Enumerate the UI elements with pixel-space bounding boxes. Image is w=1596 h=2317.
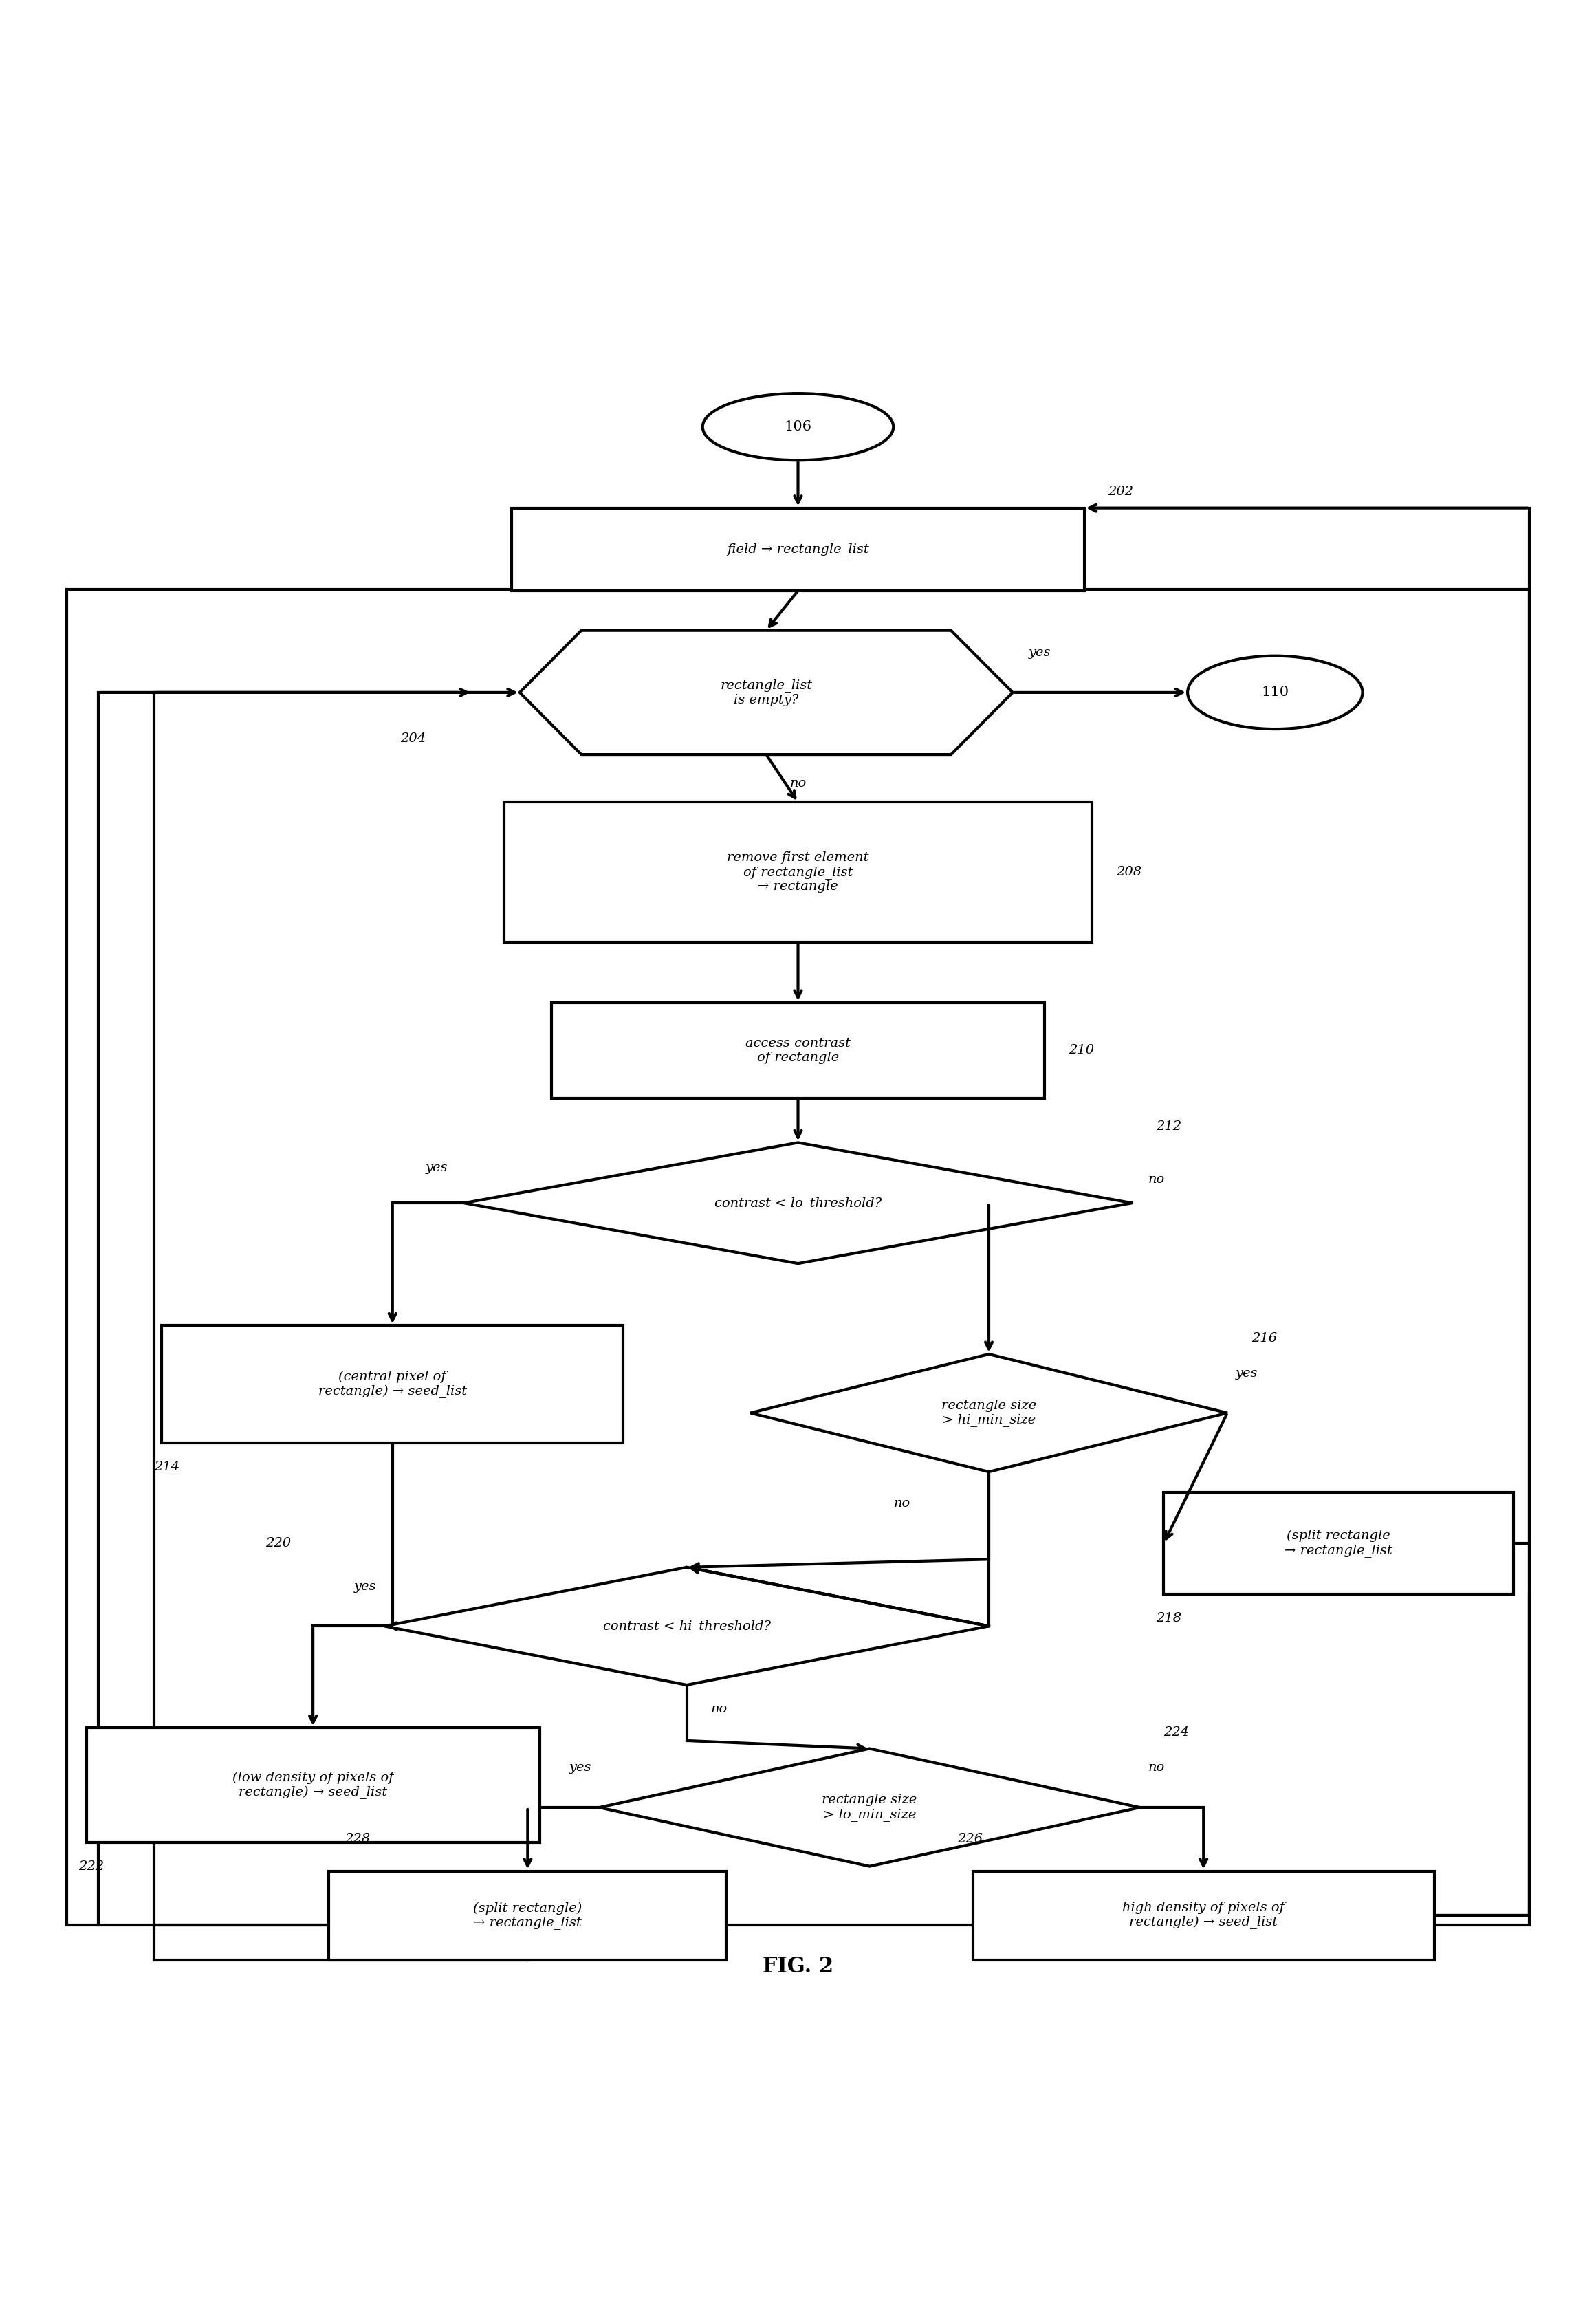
Text: yes: yes — [426, 1161, 448, 1175]
Text: no: no — [790, 776, 806, 790]
Text: rectangle size
> lo_min_size: rectangle size > lo_min_size — [822, 1793, 918, 1821]
Text: yes: yes — [1235, 1367, 1258, 1379]
Text: 226: 226 — [958, 1833, 983, 1844]
Text: no: no — [894, 1497, 910, 1511]
Text: access contrast
of rectangle: access contrast of rectangle — [745, 1038, 851, 1064]
Text: 204: 204 — [401, 732, 426, 744]
Polygon shape — [750, 1353, 1227, 1471]
Bar — [161, 1325, 622, 1443]
Text: contrast < hi_threshold?: contrast < hi_threshold? — [603, 1620, 771, 1633]
Bar — [512, 507, 1084, 591]
Text: 212: 212 — [1156, 1121, 1181, 1133]
Polygon shape — [385, 1566, 990, 1684]
Text: no: no — [710, 1703, 728, 1715]
Bar — [1163, 1492, 1513, 1594]
Text: 214: 214 — [153, 1462, 179, 1474]
Text: 110: 110 — [1261, 686, 1290, 700]
Bar — [504, 802, 1092, 943]
Text: remove first element
of rectangle_list
→ rectangle: remove first element of rectangle_list →… — [728, 850, 868, 892]
Text: (split rectangle
→ rectangle_list: (split rectangle → rectangle_list — [1285, 1529, 1393, 1557]
Text: (low density of pixels of
rectangle) → seed_list: (low density of pixels of rectangle) → s… — [233, 1770, 394, 1798]
Ellipse shape — [1187, 656, 1363, 730]
Text: (split rectangle)
→ rectangle_list: (split rectangle) → rectangle_list — [472, 1902, 583, 1930]
Text: 208: 208 — [1116, 867, 1141, 878]
Text: 210: 210 — [1068, 1045, 1093, 1057]
Text: no: no — [1148, 1761, 1165, 1775]
Text: 220: 220 — [265, 1536, 290, 1550]
Text: no: no — [1148, 1172, 1165, 1186]
Bar — [974, 1872, 1435, 1960]
Text: yes: yes — [568, 1761, 591, 1775]
Polygon shape — [464, 1142, 1132, 1263]
Text: 106: 106 — [784, 419, 812, 433]
Text: 202: 202 — [1108, 487, 1133, 498]
Text: rectangle size
> hi_min_size: rectangle size > hi_min_size — [942, 1399, 1036, 1427]
Text: 218: 218 — [1156, 1613, 1181, 1624]
Bar — [329, 1872, 726, 1960]
Polygon shape — [520, 630, 1013, 755]
Text: yes: yes — [354, 1580, 377, 1592]
Bar — [86, 1728, 539, 1842]
Text: 228: 228 — [345, 1833, 370, 1844]
Text: field → rectangle_list: field → rectangle_list — [726, 542, 870, 556]
Bar — [552, 1003, 1044, 1098]
Ellipse shape — [702, 394, 894, 461]
Text: FIG. 2: FIG. 2 — [763, 1956, 833, 1976]
Text: rectangle_list
is empty?: rectangle_list is empty? — [720, 679, 812, 707]
Text: contrast < lo_threshold?: contrast < lo_threshold? — [715, 1196, 881, 1209]
Text: 224: 224 — [1163, 1726, 1189, 1738]
Polygon shape — [598, 1749, 1140, 1865]
Text: high density of pixels of
rectangle) → seed_list: high density of pixels of rectangle) → s… — [1122, 1902, 1285, 1930]
Text: 222: 222 — [78, 1861, 104, 1872]
Text: 216: 216 — [1251, 1332, 1277, 1344]
Bar — [67, 589, 1529, 1925]
Text: (central pixel of
rectangle) → seed_list: (central pixel of rectangle) → seed_list — [318, 1369, 466, 1397]
Text: yes: yes — [1028, 646, 1050, 658]
